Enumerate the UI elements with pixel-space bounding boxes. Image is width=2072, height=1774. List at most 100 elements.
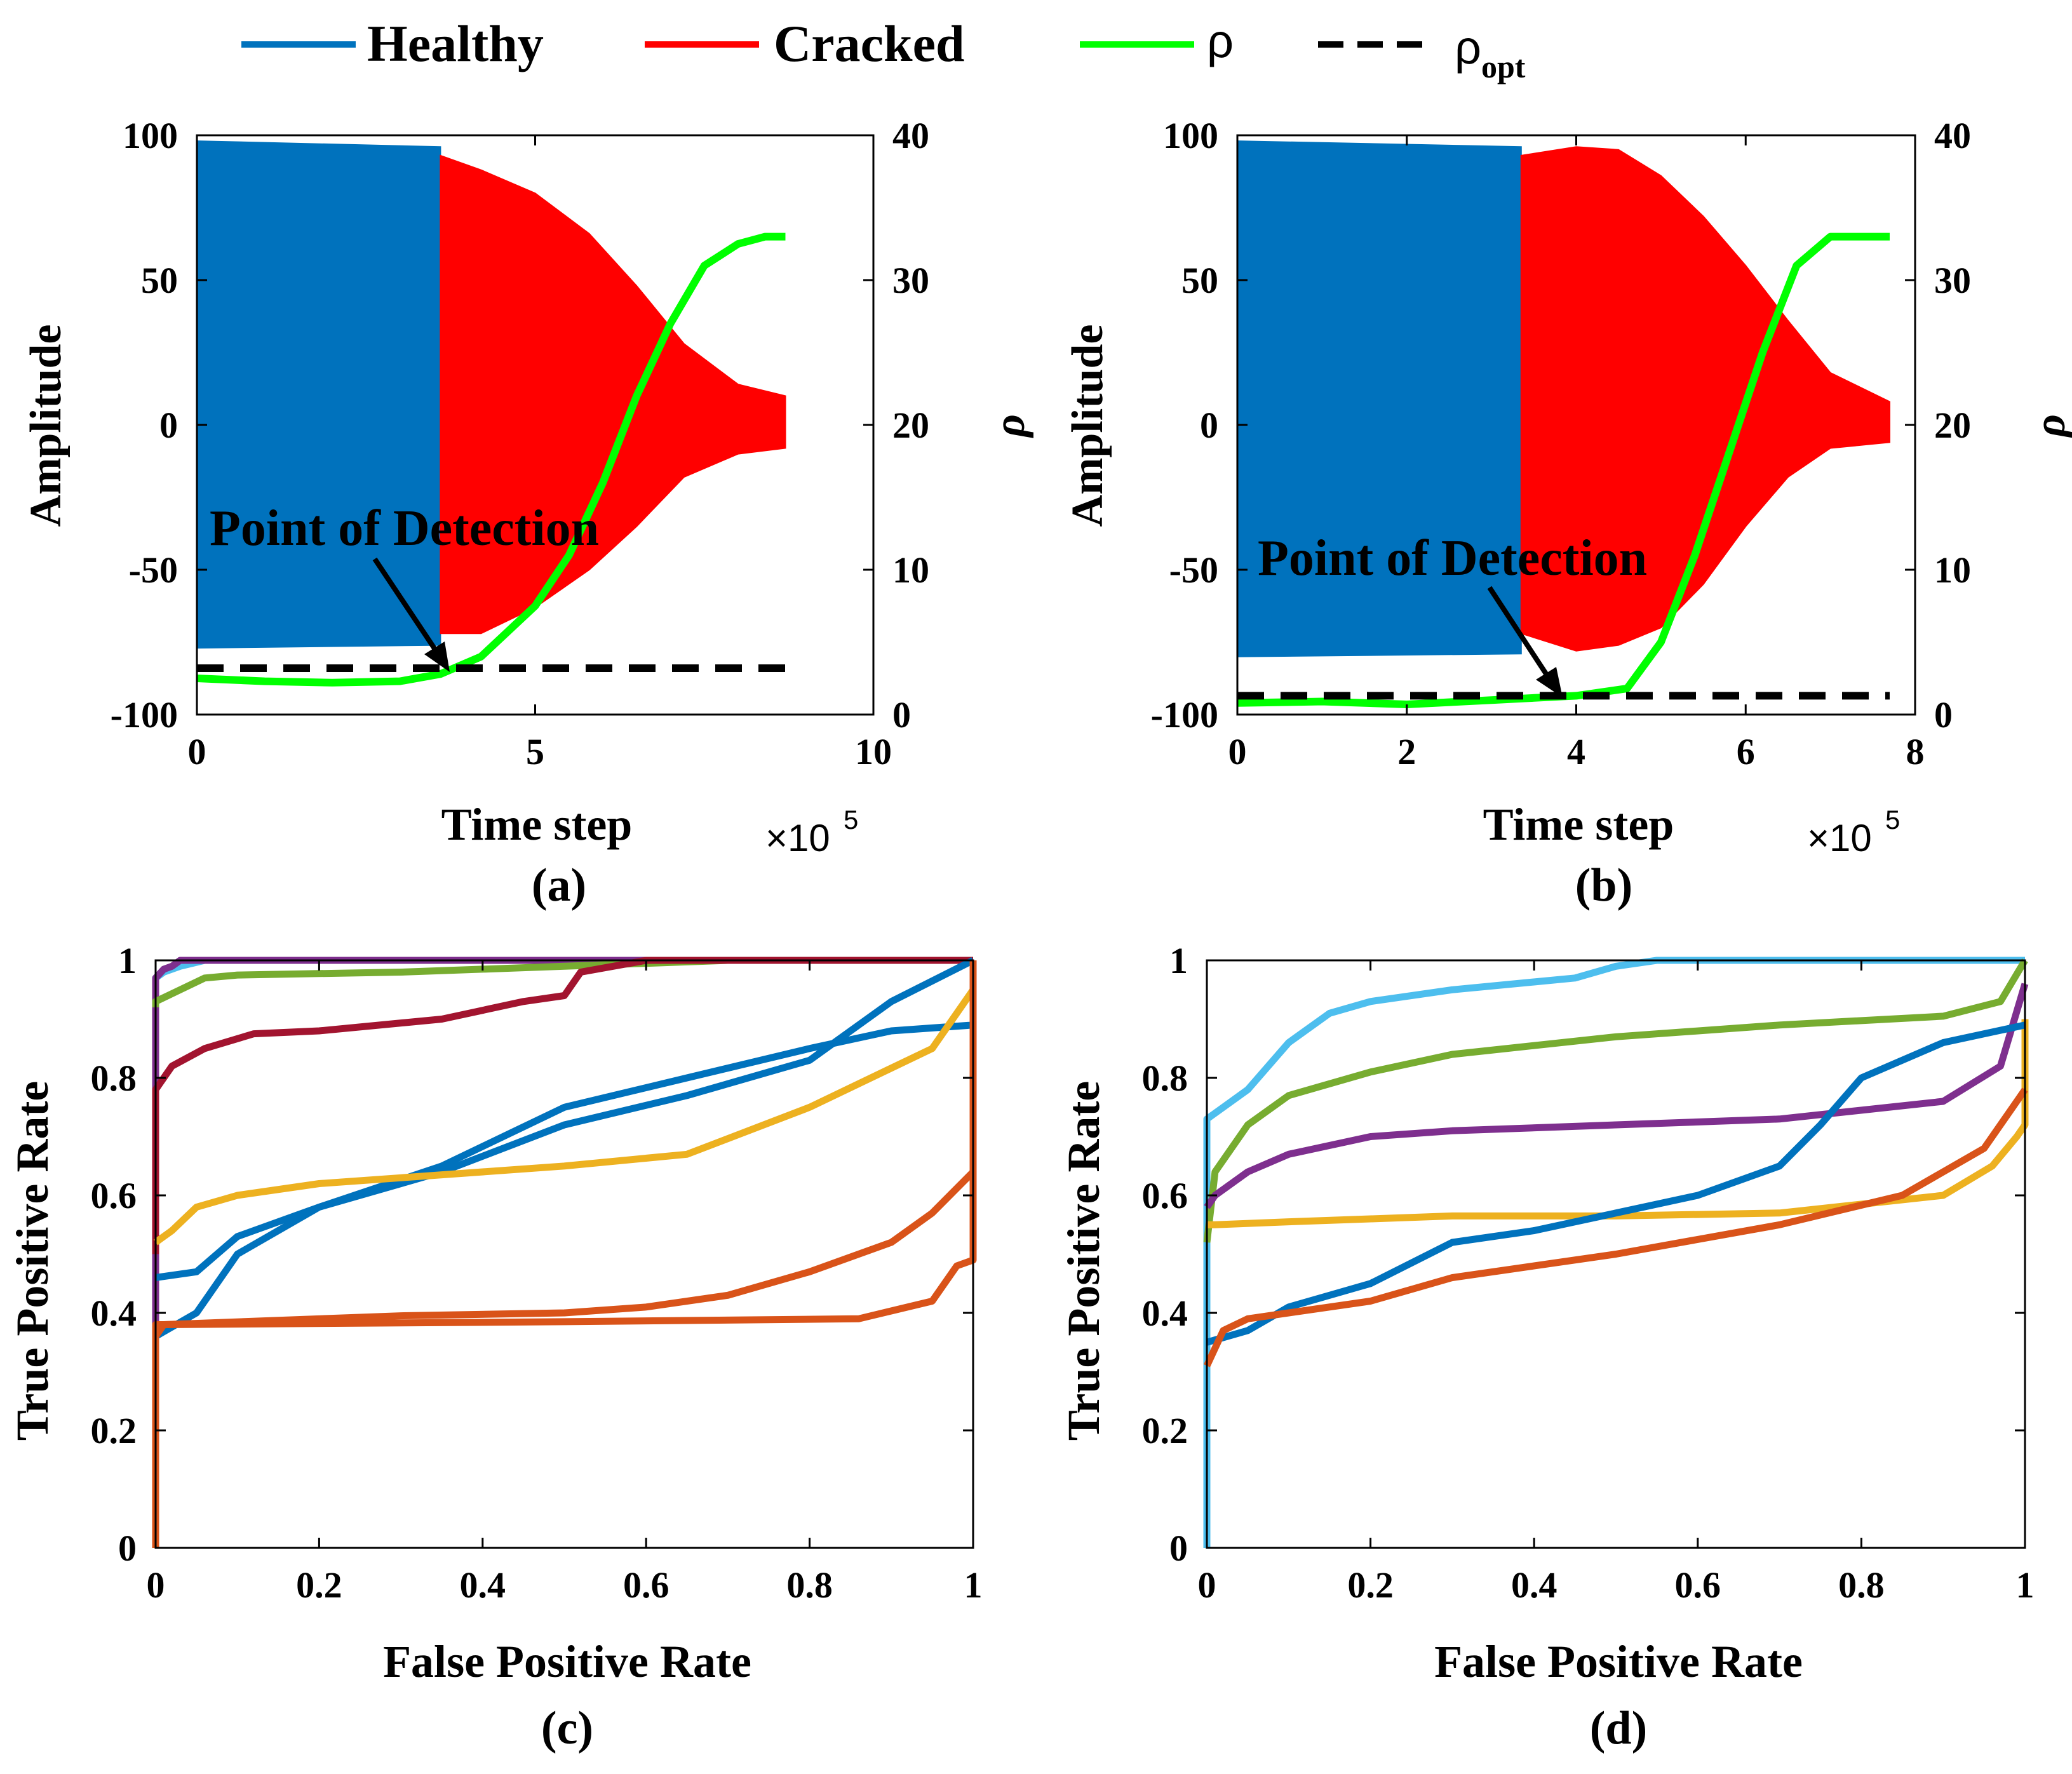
panel-b-xtick-label: 8 xyxy=(1906,731,1925,772)
panel-b-line-rho xyxy=(1237,232,1890,708)
panel-a-band-healthy xyxy=(196,140,441,649)
legend-label-rho-opt-sub: opt xyxy=(1481,49,1526,84)
panel-c-xtick-label: 0.8 xyxy=(786,1564,833,1606)
panel-c-line-curve-9 xyxy=(152,960,977,1548)
panel-d-ticks: 0 0.2 0.4 0.6 0.8 1 0 0.2 0.4 0.6 0.8 1 xyxy=(1142,940,2035,1606)
panel-d: 0 0.2 0.4 0.6 0.8 1 0 0.2 0.4 0.6 0.8 1 True Positi… xyxy=(1058,940,2035,1754)
panel-b-arrow xyxy=(1487,586,1552,682)
panel-a-caption: (a) xyxy=(532,859,586,911)
panel-b-ytick-right-label: 0 xyxy=(1934,694,1953,736)
panel-c: 0 0.2 0.4 0.6 0.8 1 0 0.2 0.4 0.6 0.8 1 True Positi… xyxy=(7,940,983,1754)
panel-c-ylabel: True Positive Rate xyxy=(7,1081,58,1441)
panel-b-xtick-label: 2 xyxy=(1397,731,1416,772)
panel-a-arrow xyxy=(372,557,441,656)
panel-c-xlabel: False Positive Rate xyxy=(383,1636,751,1687)
panel-b-ytick-label: 0 xyxy=(1200,405,1218,446)
panel-d-axes-frame xyxy=(1206,959,2026,1549)
panel-d-caption: (d) xyxy=(1590,1702,1647,1754)
panel-c-line-curve-7 xyxy=(153,988,976,1246)
panel-c-ytick-label: 0.4 xyxy=(91,1293,137,1334)
panel-c-xtick-label: 0.2 xyxy=(296,1564,342,1606)
panel-b-caption: (b) xyxy=(1575,859,1632,911)
panel-d-line-curve-6 xyxy=(1204,1087,2028,1367)
panel-d-ytick-label: 0.6 xyxy=(1142,1175,1188,1216)
panel-b-ticks: 0 2 4 6 8 -100 -50 0 50 100 0 10 20 30 40 xyxy=(1151,115,1971,772)
panel-b-ytick-label: -50 xyxy=(1169,549,1218,591)
panel-a-ytick-right-label: 40 xyxy=(892,115,929,156)
panel-a-annotation: Point of Detection xyxy=(210,501,599,556)
panel-b-xtick-label: 4 xyxy=(1567,731,1585,772)
panel-a-ytick-label: 100 xyxy=(123,115,178,156)
panel-a-ytick-right-label: 30 xyxy=(892,260,929,301)
panel-a-xmult: ×10 xyxy=(765,817,830,859)
panel-c-xtick-label: 1 xyxy=(964,1564,983,1606)
panel-a-xmult-exp: 5 xyxy=(844,805,858,835)
panel-d-line-curve-5 xyxy=(1206,1021,2026,1346)
panel-c-plot xyxy=(152,957,977,1548)
panel-d-line-curve-4 xyxy=(1207,1019,2029,1228)
legend-label-cracked: Cracked xyxy=(774,15,965,72)
panel-c-xtick-label: 0 xyxy=(147,1564,165,1606)
panel-b-ytick-label: 100 xyxy=(1163,115,1218,156)
panel-b-ytick-right-label: 10 xyxy=(1934,549,1971,591)
panel-c-ytick-label: 0 xyxy=(118,1528,137,1569)
panel-b-ytick-label: -100 xyxy=(1151,694,1218,736)
panel-a-arrowhead xyxy=(424,642,450,672)
legend-label-rho: ρ xyxy=(1207,15,1234,67)
panel-d-ytick-label: 0.8 xyxy=(1142,1058,1188,1099)
panel-c-xtick-label: 0.4 xyxy=(460,1564,506,1606)
panel-d-ylabel: True Positive Rate xyxy=(1058,1081,1109,1441)
panel-b-annotation: Point of Detection xyxy=(1258,530,1647,586)
panel-b-ylabel: Amplitude xyxy=(1063,325,1112,527)
panel-d-ytick-label: 0.4 xyxy=(1142,1293,1188,1334)
panel-c-line-curve-5 xyxy=(155,1021,974,1281)
panel-d-xlabel: False Positive Rate xyxy=(1434,1636,1803,1687)
panel-a-band-cracked xyxy=(440,154,786,635)
panel-a-ytick-right-label: 0 xyxy=(892,694,911,736)
panel-c-ytick-label: 1 xyxy=(118,940,137,981)
panel-d-xtick-label: 0.4 xyxy=(1511,1564,1557,1606)
panel-b-plot xyxy=(1237,140,1890,708)
panel-a-xtick-label: 0 xyxy=(188,731,206,772)
panel-d-line-curve-3 xyxy=(1204,983,2029,1209)
panel-b-ylabel-right: ρ xyxy=(2026,414,2072,438)
panel-a-ytick-label: 50 xyxy=(141,260,178,301)
panel-d-ytick-label: 0.2 xyxy=(1142,1410,1188,1451)
panel-c-ytick-label: 0.2 xyxy=(91,1410,137,1451)
panel-c-line-curve-3 xyxy=(152,957,973,1007)
panel-c-ytick-label: 0.8 xyxy=(91,1058,137,1099)
panel-a-line-rho xyxy=(196,232,786,687)
panel-b-xtick-label: 6 xyxy=(1737,731,1755,772)
legend: Healthy Cracked ρ ρ opt xyxy=(241,15,1526,84)
panel-b-xlabel: Time step xyxy=(1483,799,1674,850)
panel-c-axes-frame xyxy=(154,959,974,1549)
panel-b-band-cracked xyxy=(1520,146,1890,652)
panel-a-ylabel-right: ρ xyxy=(985,414,1034,438)
panel-a-xtick-label: 5 xyxy=(526,731,544,772)
panel-b-ytick-right-label: 20 xyxy=(1934,405,1971,446)
panel-d-line-curve-2 xyxy=(1203,958,2028,1243)
panel-d-xtick-label: 0.6 xyxy=(1675,1564,1721,1606)
panel-d-ytick-label: 0 xyxy=(1169,1528,1188,1569)
panel-d-plot xyxy=(1203,957,2029,1548)
panel-b-arrowhead xyxy=(1536,667,1563,697)
panel-a-ytick-label: -100 xyxy=(111,694,178,736)
panel-a-ylabel: Amplitude xyxy=(22,325,71,527)
panel-a-ytick-label: 0 xyxy=(159,405,178,446)
panel-a-plot xyxy=(196,140,786,687)
panel-b-ytick-right-label: 40 xyxy=(1934,115,1971,156)
panel-a-xtick-label: 10 xyxy=(855,731,892,772)
panel-d-line-curve-1 xyxy=(1203,957,2025,1548)
panel-d-xtick-label: 0.2 xyxy=(1347,1564,1394,1606)
panel-b: 0 2 4 6 8 -100 -50 0 50 100 0 10 20 30 40 Point of Det… xyxy=(1063,115,2072,911)
panel-a-xlabel: Time step xyxy=(441,799,633,850)
panel-d-xtick-label: 0 xyxy=(1198,1564,1216,1606)
panel-b-xmult: ×10 xyxy=(1807,817,1872,859)
legend-label-rho-opt: ρ xyxy=(1455,21,1481,74)
panel-c-line-curve-6 xyxy=(154,957,975,1340)
panel-b-ytick-right-label: 30 xyxy=(1934,260,1971,301)
panel-b-xtick-label: 0 xyxy=(1228,731,1247,772)
